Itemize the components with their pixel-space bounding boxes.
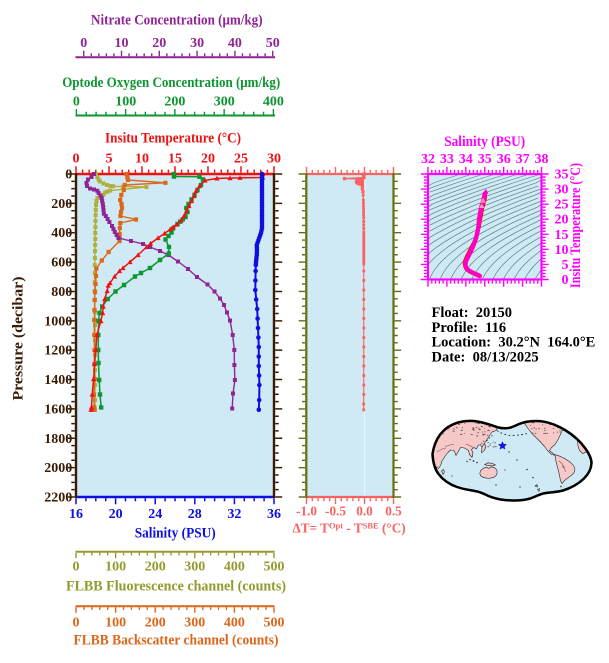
svg-text:-0.5: -0.5 xyxy=(325,504,346,519)
svg-text:0: 0 xyxy=(73,152,80,167)
svg-text:400: 400 xyxy=(263,95,284,110)
svg-text:15: 15 xyxy=(555,228,569,243)
svg-text:100: 100 xyxy=(105,560,126,575)
svg-text:5: 5 xyxy=(562,258,569,273)
svg-text:Nitrate Concentration (μm/kg): Nitrate Concentration (μm/kg) xyxy=(91,12,263,28)
svg-text:Optode Oxygen Concentration (μ: Optode Oxygen Concentration (μm/kg) xyxy=(62,75,280,91)
svg-text:200: 200 xyxy=(51,197,72,212)
svg-text:FLBB Backscatter channel (coun: FLBB Backscatter channel (counts) xyxy=(74,632,279,648)
svg-text:Salinity (PSU): Salinity (PSU) xyxy=(444,134,525,150)
svg-text:20: 20 xyxy=(109,507,123,522)
svg-text:500: 500 xyxy=(264,560,285,575)
svg-text:32: 32 xyxy=(421,152,435,167)
svg-text:800: 800 xyxy=(51,285,72,300)
svg-text:1200: 1200 xyxy=(44,344,72,359)
svg-text:Date: 08/13/2025: Date: 08/13/2025 xyxy=(432,349,539,365)
svg-text:36: 36 xyxy=(497,152,511,167)
svg-text:0.0: 0.0 xyxy=(356,504,373,519)
svg-text:Location: 30.2°N 164.0°E: Location: 30.2°N 164.0°E xyxy=(432,335,596,351)
svg-text:20: 20 xyxy=(555,213,569,228)
svg-text:0: 0 xyxy=(73,615,80,630)
svg-text:600: 600 xyxy=(51,256,72,271)
svg-text:24: 24 xyxy=(148,507,162,522)
svg-text:28: 28 xyxy=(188,507,202,522)
svg-text:5: 5 xyxy=(106,152,113,167)
svg-text:400: 400 xyxy=(224,560,245,575)
svg-text:40: 40 xyxy=(228,36,242,51)
svg-text:38: 38 xyxy=(535,152,549,167)
svg-text:1400: 1400 xyxy=(44,373,72,388)
svg-text:ΔT= TOpt - TSBE (°C): ΔT= TOpt - TSBE (°C) xyxy=(293,521,406,536)
svg-text:400: 400 xyxy=(51,226,72,241)
svg-text:34: 34 xyxy=(459,152,473,167)
svg-text:37: 37 xyxy=(516,152,530,167)
svg-text:25: 25 xyxy=(555,198,569,213)
svg-text:20: 20 xyxy=(152,36,166,51)
svg-text:10: 10 xyxy=(115,36,129,51)
svg-text:0.5: 0.5 xyxy=(385,504,402,519)
svg-text:10: 10 xyxy=(135,152,149,167)
svg-text:Float: 20150: Float: 20150 xyxy=(432,305,513,321)
svg-text:0: 0 xyxy=(80,36,87,51)
svg-text:Profile: 116: Profile: 116 xyxy=(432,320,507,336)
svg-text:10: 10 xyxy=(555,243,569,258)
svg-text:0: 0 xyxy=(73,560,80,575)
svg-text:500: 500 xyxy=(264,615,285,630)
svg-text:Salinity (PSU): Salinity (PSU) xyxy=(135,525,216,541)
svg-text:35: 35 xyxy=(478,152,492,167)
svg-text:1000: 1000 xyxy=(44,314,72,329)
svg-text:FLBB Fluorescence channel (cou: FLBB Fluorescence channel (counts) xyxy=(66,579,286,595)
svg-text:2200: 2200 xyxy=(44,491,72,506)
svg-text:Pressure (decibar): Pressure (decibar) xyxy=(11,277,27,401)
svg-text:200: 200 xyxy=(145,615,166,630)
svg-text:1800: 1800 xyxy=(44,432,72,447)
svg-text:25: 25 xyxy=(234,152,248,167)
svg-text:-1.0: -1.0 xyxy=(296,504,317,519)
svg-text:16: 16 xyxy=(69,507,83,522)
svg-text:0: 0 xyxy=(73,95,80,110)
svg-text:200: 200 xyxy=(164,95,185,110)
svg-text:300: 300 xyxy=(184,615,205,630)
svg-text:100: 100 xyxy=(105,615,126,630)
svg-text:Insitu Temperature (°C): Insitu Temperature (°C) xyxy=(568,163,584,288)
svg-text:100: 100 xyxy=(115,95,136,110)
svg-text:1600: 1600 xyxy=(44,402,72,417)
svg-text:30: 30 xyxy=(267,152,281,167)
svg-text:Insitu Temperature (°C): Insitu Temperature (°C) xyxy=(105,130,241,146)
svg-text:33: 33 xyxy=(440,152,454,167)
svg-text:0: 0 xyxy=(562,273,569,288)
svg-text:32: 32 xyxy=(227,507,241,522)
svg-text:2000: 2000 xyxy=(44,461,72,476)
svg-text:300: 300 xyxy=(214,95,235,110)
svg-text:36: 36 xyxy=(267,507,281,522)
svg-text:15: 15 xyxy=(168,152,182,167)
svg-text:35: 35 xyxy=(555,168,569,183)
svg-text:0: 0 xyxy=(65,168,72,183)
svg-text:20: 20 xyxy=(201,152,215,167)
svg-text:200: 200 xyxy=(145,560,166,575)
svg-text:30: 30 xyxy=(555,183,569,198)
svg-text:300: 300 xyxy=(184,560,205,575)
svg-text:30: 30 xyxy=(190,36,204,51)
svg-text:400: 400 xyxy=(224,615,245,630)
svg-text:50: 50 xyxy=(266,36,280,51)
